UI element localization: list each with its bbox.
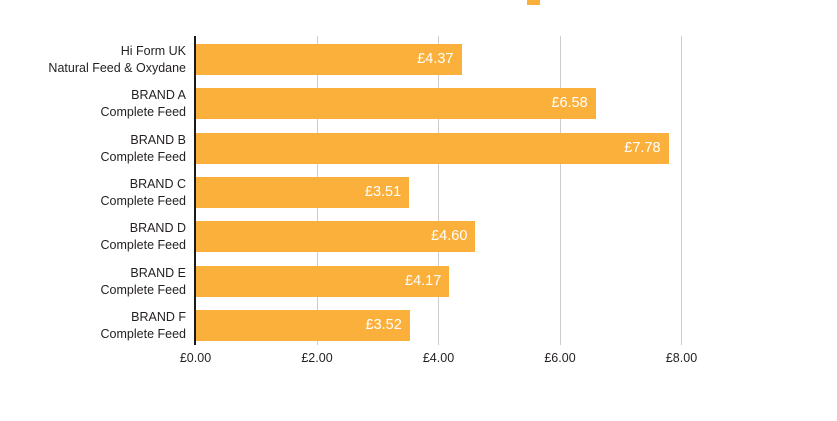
- bar: £4.60: [196, 221, 476, 252]
- category-label-line1: BRAND B: [130, 132, 186, 147]
- category-label-line1: BRAND D: [129, 220, 186, 235]
- bar-value-label: £4.37: [417, 51, 454, 67]
- bar-value-label: £6.58: [551, 95, 588, 111]
- y-axis-line: [194, 36, 196, 345]
- category-label-line2: Complete Feed: [100, 193, 186, 208]
- bar-row: BRAND C Complete Feed £3.51: [0, 177, 837, 208]
- category-label-line2: Complete Feed: [100, 149, 186, 164]
- category-label-line2: Complete Feed: [100, 237, 186, 252]
- gridline: [559, 36, 561, 345]
- bar: £4.17: [196, 266, 450, 297]
- gridline: [438, 36, 439, 345]
- category-label: Hi Form UK Natural Feed & Oxydane: [0, 43, 186, 77]
- bar-value-label: £7.78: [624, 140, 661, 156]
- category-label: BRAND B Complete Feed: [0, 132, 186, 166]
- x-tick-label: £4.00: [422, 351, 455, 365]
- category-label: BRAND F Complete Feed: [0, 309, 186, 343]
- category-label: BRAND A Complete Feed: [0, 87, 186, 121]
- bar-row: BRAND D Complete Feed £4.60: [0, 221, 837, 252]
- bar-value-label: £4.17: [405, 273, 442, 289]
- x-tick-label: £2.00: [301, 351, 333, 365]
- bar-value-label: £4.60: [431, 228, 468, 244]
- bar-row: Hi Form UK Natural Feed & Oxydane £4.37: [0, 44, 837, 75]
- category-label: BRAND C Complete Feed: [0, 176, 186, 210]
- legend-swatch: [527, 0, 540, 5]
- bar: £6.58: [196, 88, 596, 119]
- category-label-line2: Natural Feed & Oxydane: [48, 60, 186, 75]
- category-label-line2: Complete Feed: [100, 326, 186, 341]
- bar: £3.52: [196, 310, 410, 341]
- x-tick-label: £8.00: [665, 351, 698, 365]
- bar-value-label: £3.52: [365, 317, 402, 333]
- bar-row: BRAND E Complete Feed £4.17: [0, 266, 837, 297]
- category-label: BRAND E Complete Feed: [0, 265, 186, 299]
- category-label-line2: Complete Feed: [100, 282, 186, 297]
- x-tick-label: £0.00: [179, 351, 212, 365]
- category-label-line1: Hi Form UK: [120, 43, 186, 58]
- bar: £3.51: [196, 177, 410, 208]
- category-label-line1: BRAND C: [129, 176, 186, 191]
- bar-row: BRAND B Complete Feed £7.78: [0, 133, 837, 164]
- x-tick-label: £6.00: [544, 351, 576, 365]
- bar: £4.37: [196, 44, 462, 75]
- category-label: BRAND D Complete Feed: [0, 220, 186, 254]
- category-label-line1: BRAND A: [131, 87, 186, 102]
- bar: £7.78: [196, 133, 669, 164]
- gridline: [681, 36, 682, 345]
- bar-row: BRAND A Complete Feed £6.58: [0, 88, 837, 119]
- category-label-line1: BRAND E: [130, 265, 186, 280]
- bar-value-label: £3.51: [364, 184, 402, 200]
- bar-row: BRAND F Complete Feed £3.52: [0, 310, 837, 341]
- category-label-line1: BRAND F: [131, 309, 186, 324]
- category-label-line2: Complete Feed: [100, 104, 186, 119]
